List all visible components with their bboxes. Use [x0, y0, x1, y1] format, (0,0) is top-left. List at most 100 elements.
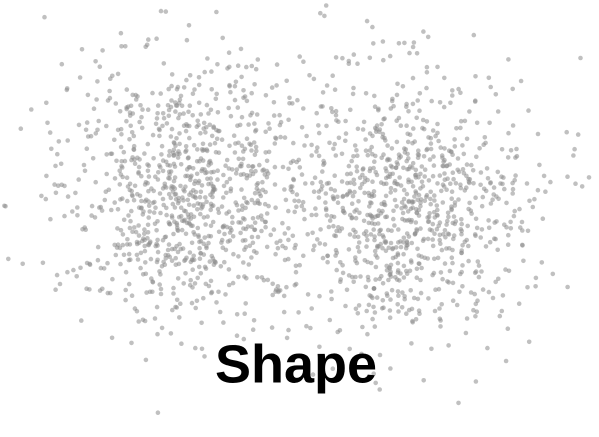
dot	[186, 109, 191, 115]
dot	[236, 156, 242, 162]
dot	[83, 127, 89, 133]
dot	[442, 75, 447, 81]
dot	[418, 171, 423, 177]
dot	[329, 296, 334, 302]
dot	[357, 210, 362, 216]
dot	[333, 113, 339, 118]
dot	[232, 97, 238, 103]
dot	[230, 220, 235, 225]
dot	[473, 379, 479, 384]
dot	[150, 90, 155, 96]
dot	[407, 50, 412, 56]
dot	[437, 232, 443, 238]
dot	[430, 173, 436, 179]
dot	[215, 177, 220, 182]
dot	[126, 213, 131, 218]
dot	[462, 188, 468, 193]
dot	[171, 140, 177, 145]
dot	[370, 316, 375, 322]
dot	[386, 245, 392, 251]
dot	[112, 176, 118, 181]
dot	[203, 266, 209, 271]
dot	[242, 217, 247, 222]
dot	[396, 293, 401, 299]
dot	[510, 86, 515, 92]
dot	[244, 199, 249, 205]
dot	[113, 252, 119, 258]
dot	[478, 235, 484, 240]
dot	[313, 206, 318, 211]
dot	[442, 261, 448, 266]
dot	[244, 64, 249, 70]
dot	[149, 276, 154, 281]
dot	[190, 113, 195, 118]
dot	[396, 227, 401, 232]
dot	[119, 159, 124, 164]
dot	[380, 39, 386, 44]
dot	[53, 163, 58, 169]
dot	[166, 113, 172, 119]
dot	[417, 311, 422, 317]
dot	[343, 118, 348, 124]
dot	[421, 29, 426, 34]
dot	[131, 133, 137, 139]
dot	[227, 64, 232, 70]
dot	[343, 303, 348, 309]
dot	[201, 120, 207, 126]
dot	[197, 194, 203, 200]
dot	[138, 206, 144, 211]
dot	[372, 93, 377, 99]
dot	[75, 213, 80, 218]
dot	[244, 173, 250, 178]
dot	[206, 283, 212, 289]
dot	[406, 307, 412, 313]
dot	[456, 400, 461, 406]
dot	[200, 141, 206, 147]
dot	[157, 191, 163, 196]
dot	[377, 129, 382, 135]
dot	[436, 138, 441, 144]
dot	[409, 341, 414, 346]
dot	[381, 305, 386, 311]
dot	[157, 269, 162, 274]
dot	[146, 174, 152, 179]
dot	[380, 298, 386, 303]
dot	[293, 263, 299, 269]
dot	[334, 250, 340, 256]
dot	[232, 344, 238, 350]
dot	[154, 116, 160, 121]
dot	[301, 59, 306, 64]
dot	[169, 72, 175, 77]
dot	[474, 120, 480, 126]
dot	[257, 201, 262, 207]
dot	[473, 216, 479, 222]
dot	[192, 87, 197, 92]
dot	[438, 241, 443, 246]
dot	[207, 122, 213, 128]
dot	[510, 186, 516, 192]
dot	[40, 260, 46, 266]
dot	[192, 281, 198, 286]
dot	[166, 191, 172, 197]
dot	[324, 123, 329, 129]
dot	[283, 245, 288, 251]
dot	[154, 228, 159, 233]
dot	[390, 255, 396, 261]
dot	[389, 164, 395, 170]
dot	[161, 115, 167, 121]
dot	[417, 261, 422, 267]
dot	[437, 100, 443, 105]
dot	[510, 123, 516, 128]
dot	[506, 232, 511, 238]
dot	[414, 227, 419, 232]
dot	[278, 134, 283, 140]
dot	[409, 260, 414, 265]
dot	[324, 181, 330, 186]
dot	[413, 317, 419, 322]
dot	[172, 164, 178, 169]
dot	[431, 163, 437, 168]
dot	[380, 281, 386, 286]
dot	[372, 310, 378, 315]
dot	[406, 177, 411, 182]
